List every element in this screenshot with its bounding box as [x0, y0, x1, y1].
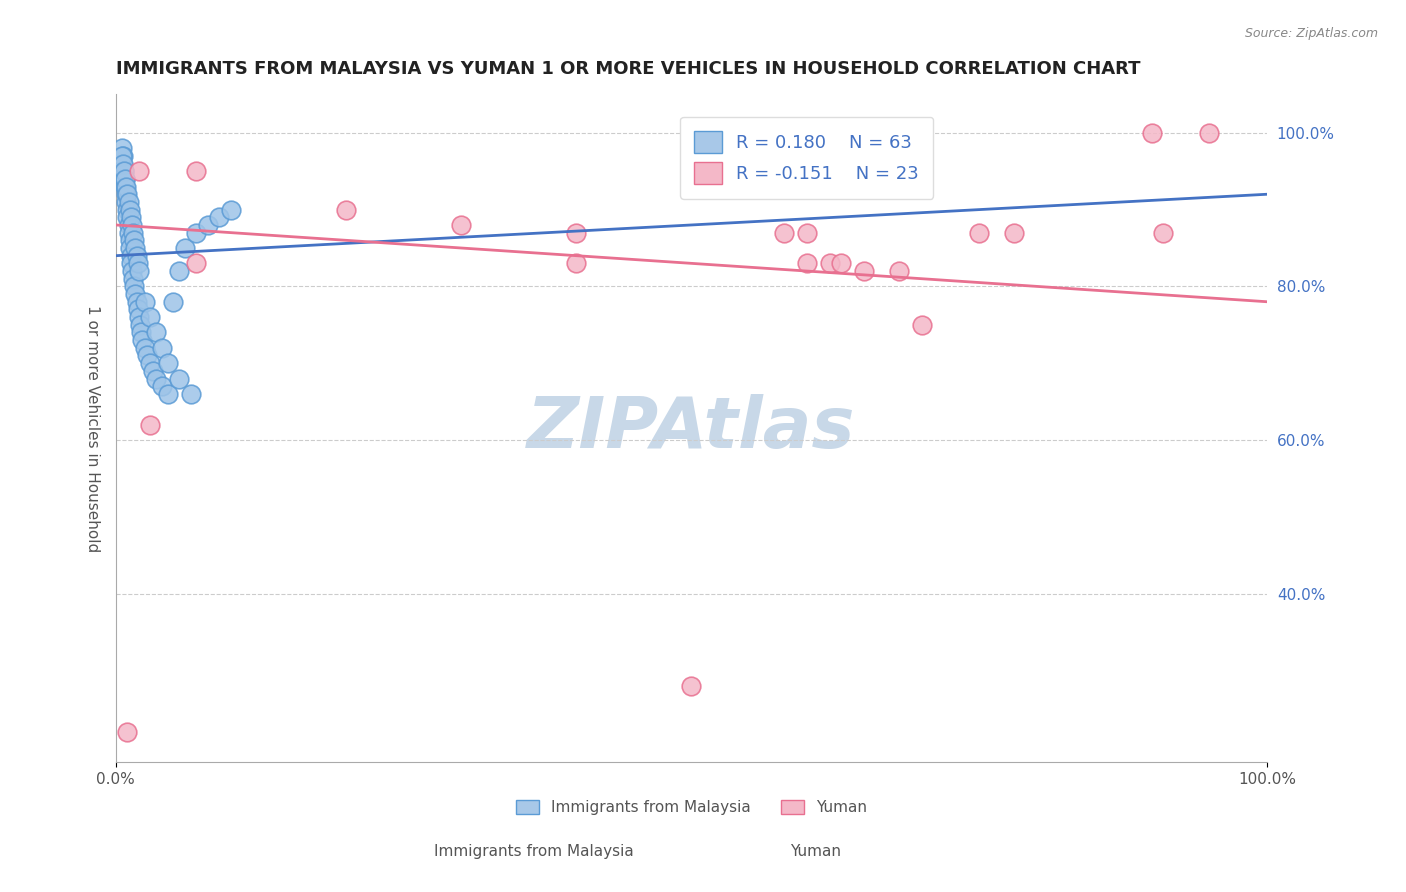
- Text: Yuman: Yuman: [790, 845, 841, 859]
- Point: [150, 379, 173, 393]
- Point: [1198, 126, 1220, 140]
- Point: [772, 226, 794, 240]
- Point: [853, 264, 876, 278]
- Point: [117, 194, 139, 209]
- Point: [128, 164, 150, 178]
- Point: [120, 211, 142, 225]
- Point: [186, 226, 208, 240]
- Point: [142, 364, 165, 378]
- Point: [121, 218, 143, 232]
- Point: [967, 226, 990, 240]
- Point: [186, 164, 208, 178]
- Point: [1002, 226, 1025, 240]
- Point: [112, 164, 135, 178]
- Point: [128, 264, 150, 278]
- Point: [818, 256, 841, 270]
- Point: [115, 187, 138, 202]
- Point: [162, 294, 184, 309]
- Point: [134, 294, 156, 309]
- Point: [122, 226, 145, 240]
- Point: [110, 141, 132, 155]
- Point: [129, 318, 152, 332]
- Point: [124, 287, 146, 301]
- Point: [117, 218, 139, 232]
- Point: [115, 179, 138, 194]
- Point: [186, 256, 208, 270]
- Point: [114, 172, 136, 186]
- Point: [150, 341, 173, 355]
- Point: [117, 226, 139, 240]
- Point: [911, 318, 934, 332]
- Point: [145, 326, 167, 340]
- Point: [136, 349, 159, 363]
- Point: [830, 256, 852, 270]
- Point: [796, 226, 818, 240]
- Point: [565, 256, 588, 270]
- Point: [118, 241, 141, 255]
- Point: [124, 279, 146, 293]
- Point: [117, 187, 139, 202]
- Point: [1140, 126, 1163, 140]
- Point: [128, 310, 150, 324]
- Point: [118, 233, 141, 247]
- Point: [180, 387, 202, 401]
- Legend: Immigrants from Malaysia, Yuman: Immigrants from Malaysia, Yuman: [509, 794, 873, 822]
- Point: [335, 202, 357, 217]
- Point: [796, 256, 818, 270]
- Point: [127, 302, 149, 317]
- Point: [208, 211, 231, 225]
- Point: [124, 233, 146, 247]
- Point: [681, 679, 703, 693]
- Point: [110, 156, 132, 170]
- Point: [111, 156, 134, 170]
- Text: IMMIGRANTS FROM MALAYSIA VS YUMAN 1 OR MORE VEHICLES IN HOUSEHOLD CORRELATION CH: IMMIGRANTS FROM MALAYSIA VS YUMAN 1 OR M…: [115, 60, 1140, 78]
- Point: [565, 226, 588, 240]
- Y-axis label: 1 or more Vehicles in Household: 1 or more Vehicles in Household: [86, 305, 100, 552]
- Point: [129, 326, 152, 340]
- Point: [156, 387, 179, 401]
- Point: [127, 256, 149, 270]
- Point: [117, 724, 139, 739]
- Point: [134, 341, 156, 355]
- Point: [121, 264, 143, 278]
- Point: [156, 356, 179, 370]
- Point: [197, 218, 219, 232]
- Point: [887, 264, 910, 278]
- Point: [125, 249, 148, 263]
- Point: [139, 417, 162, 432]
- Point: [219, 202, 242, 217]
- Point: [139, 310, 162, 324]
- Point: [115, 194, 138, 209]
- Point: [122, 271, 145, 285]
- Text: Source: ZipAtlas.com: Source: ZipAtlas.com: [1244, 27, 1378, 40]
- Point: [118, 202, 141, 217]
- Point: [111, 149, 134, 163]
- Point: [110, 149, 132, 163]
- Point: [125, 294, 148, 309]
- Point: [174, 241, 197, 255]
- Point: [114, 172, 136, 186]
- Point: [112, 164, 135, 178]
- Point: [131, 333, 153, 347]
- Text: Immigrants from Malaysia: Immigrants from Malaysia: [434, 845, 634, 859]
- Point: [167, 371, 190, 385]
- Point: [450, 218, 472, 232]
- Point: [139, 356, 162, 370]
- Point: [114, 179, 136, 194]
- Point: [120, 249, 142, 263]
- Text: ZIPAtlas: ZIPAtlas: [527, 394, 856, 463]
- Point: [167, 264, 190, 278]
- Point: [120, 256, 142, 270]
- Point: [1152, 226, 1174, 240]
- Point: [117, 202, 139, 217]
- Point: [145, 371, 167, 385]
- Point: [124, 241, 146, 255]
- Point: [117, 211, 139, 225]
